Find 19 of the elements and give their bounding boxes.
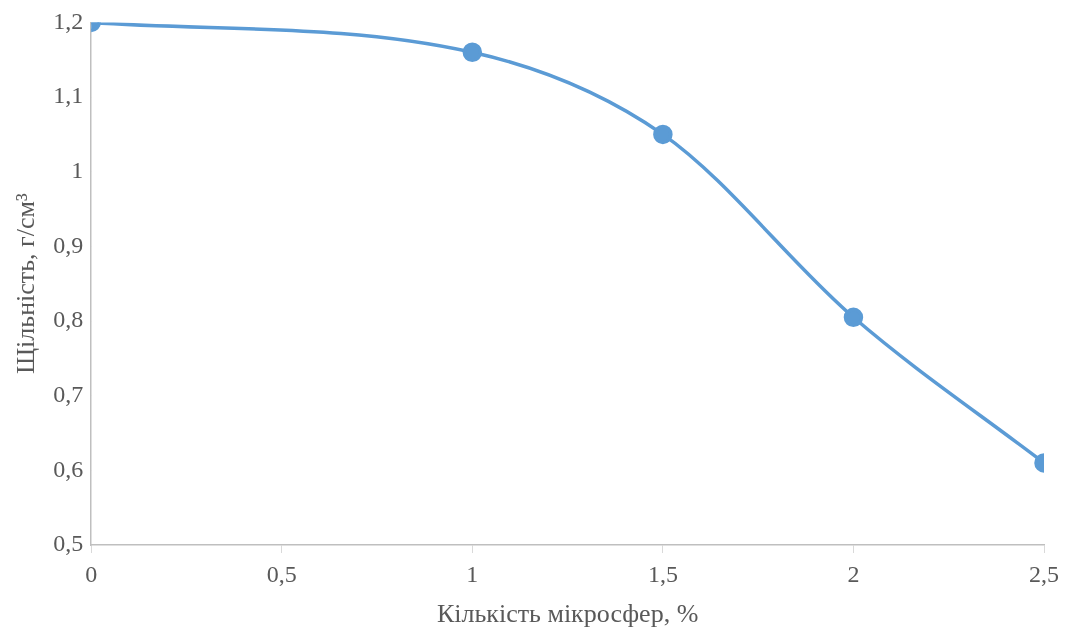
- point: [843, 307, 864, 328]
- point: [653, 124, 673, 145]
- y-tick-label: 1: [71, 157, 84, 184]
- x-tick-label: 1,5: [647, 560, 678, 587]
- x-tick-label: 2,5: [1029, 560, 1059, 587]
- x-tick-label: 0,5: [266, 560, 297, 587]
- x-tick-label: 1: [466, 560, 479, 587]
- y-axis-title: Щільність, г/см³: [11, 193, 41, 375]
- y-tick-label: 0,5: [53, 530, 84, 557]
- y-tick-label: 0,9: [53, 231, 84, 258]
- y-tick-label: 0,6: [53, 455, 84, 482]
- y-tick-label: 1,2: [53, 7, 84, 34]
- y-tick-label: 1,1: [53, 82, 84, 109]
- y-tick-label: 0,7: [53, 380, 84, 407]
- x-tick-label: 0: [85, 560, 98, 587]
- point: [462, 42, 483, 63]
- x-tick-label: 2: [847, 560, 860, 587]
- y-tick-label: 0,8: [53, 306, 84, 333]
- x-axis-title: Кількість мікросфер, %: [436, 599, 699, 629]
